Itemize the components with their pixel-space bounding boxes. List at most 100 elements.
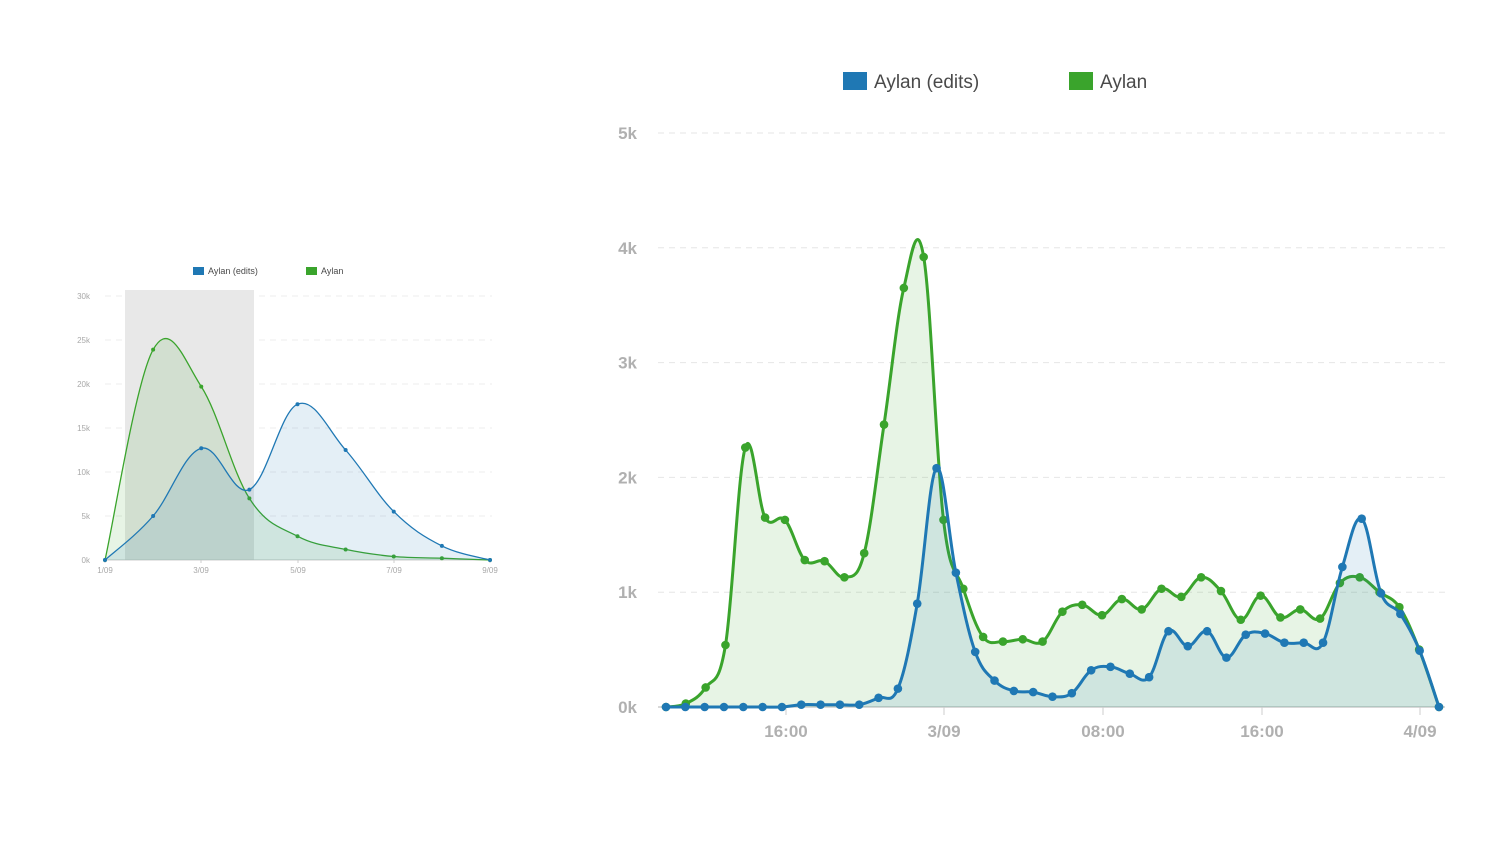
point-aylan[interactable] [879,420,889,429]
point-edits[interactable] [758,702,767,712]
point-aylan[interactable] [295,534,300,539]
point-edits[interactable] [1048,692,1057,701]
point-edits[interactable] [681,702,690,712]
point-edits[interactable] [1125,669,1135,679]
point-edits[interactable] [1202,626,1212,636]
point-edits[interactable] [874,693,883,703]
point-aylan[interactable] [1157,584,1166,594]
point-aylan[interactable] [939,515,948,525]
point-aylan[interactable] [1236,615,1246,625]
legend-label-edits[interactable]: Aylan (edits) [874,72,979,93]
point-aylan[interactable] [1038,637,1047,646]
point-edits[interactable] [739,702,748,712]
point-aylan[interactable] [1256,591,1265,600]
point-aylan[interactable] [151,347,156,352]
point-edits[interactable] [343,448,348,452]
selected-range-highlight[interactable] [125,290,254,560]
point-edits[interactable] [1106,662,1115,672]
point-aylan[interactable] [1077,600,1087,610]
point-edits[interactable] [1260,629,1270,638]
point-aylan[interactable] [820,556,829,566]
point-aylan[interactable] [1018,634,1028,644]
point-edits[interactable] [1299,638,1309,648]
point-edits[interactable] [151,514,156,518]
point-edits[interactable] [719,702,729,712]
point-edits[interactable] [199,446,204,451]
point-aylan[interactable] [780,515,790,525]
legend-swatch-edits[interactable] [193,267,204,275]
point-aylan[interactable] [1196,572,1206,582]
point-aylan[interactable] [1177,592,1186,602]
point-aylan[interactable] [840,572,849,582]
point-edits[interactable] [1009,686,1019,696]
point-edits[interactable] [912,599,922,608]
point-aylan[interactable] [1216,586,1226,596]
point-edits[interactable] [1318,638,1328,648]
point-edits[interactable] [700,702,709,712]
point-aylan[interactable] [1355,572,1365,582]
point-edits[interactable] [970,647,980,657]
point-edits[interactable] [932,463,941,473]
point-aylan[interactable] [919,252,928,262]
point-aylan[interactable] [1137,605,1146,614]
point-aylan[interactable] [391,554,396,559]
point-edits[interactable] [1164,626,1173,636]
point-aylan[interactable] [1117,594,1127,604]
point-edits[interactable] [1376,589,1386,598]
point-edits[interactable] [1338,562,1347,572]
point-aylan[interactable] [247,496,252,501]
point-aylan[interactable] [199,384,204,389]
legend-swatch-edits[interactable] [843,72,867,90]
point-edits[interactable] [103,558,107,562]
point-aylan[interactable] [1097,610,1107,620]
legend-label-aylan[interactable]: Aylan [321,266,343,276]
point-edits[interactable] [777,702,787,712]
x-tick-label: 5/09 [290,566,306,575]
point-aylan[interactable] [343,547,348,552]
point-edits[interactable] [893,684,903,693]
point-edits[interactable] [1434,702,1444,712]
point-aylan[interactable] [1058,607,1067,617]
legend-label-aylan[interactable]: Aylan [1100,72,1147,93]
point-edits[interactable] [854,700,864,710]
point-edits[interactable] [439,543,444,548]
point-aylan[interactable] [1295,605,1305,614]
point-aylan[interactable] [899,283,909,293]
point-edits[interactable] [1357,514,1366,524]
point-edits[interactable] [661,702,671,712]
point-edits[interactable] [1222,653,1231,662]
point-aylan[interactable] [740,443,750,452]
point-edits[interactable] [295,402,300,407]
legend-swatch-aylan[interactable] [306,267,317,275]
line-edits[interactable] [104,402,491,561]
point-edits[interactable] [990,676,999,685]
point-edits[interactable] [1241,630,1251,639]
point-edits[interactable] [1415,646,1424,656]
point-edits[interactable] [1028,687,1038,697]
point-edits[interactable] [488,558,492,562]
point-aylan[interactable] [998,637,1008,646]
point-aylan[interactable] [760,513,770,522]
point-aylan[interactable] [439,556,444,561]
point-aylan[interactable] [721,640,730,650]
point-edits[interactable] [1280,638,1289,648]
point-edits[interactable] [835,700,845,710]
point-edits[interactable] [247,487,252,492]
point-aylan[interactable] [978,632,988,642]
point-edits[interactable] [951,568,961,577]
point-edits[interactable] [1396,609,1405,619]
legend-swatch-aylan[interactable] [1069,72,1093,90]
point-aylan[interactable] [859,548,869,558]
point-edits[interactable] [816,700,825,710]
point-aylan[interactable] [701,683,710,692]
point-aylan[interactable] [800,555,810,565]
point-aylan[interactable] [1315,614,1325,623]
point-aylan[interactable] [1276,613,1285,622]
point-edits[interactable] [1144,672,1154,682]
point-edits[interactable] [1183,641,1193,651]
point-edits[interactable] [796,700,806,710]
point-edits[interactable] [391,509,396,514]
legend-label-edits[interactable]: Aylan (edits) [208,266,258,276]
point-edits[interactable] [1067,688,1077,698]
point-edits[interactable] [1086,665,1096,675]
